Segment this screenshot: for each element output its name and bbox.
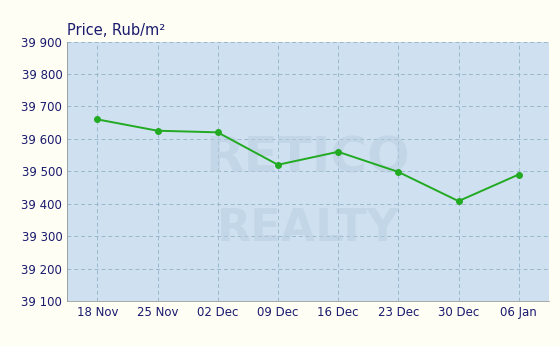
Text: Price, Rub/m²: Price, Rub/m² <box>67 22 165 38</box>
Text: RETICO: RETICO <box>206 134 410 182</box>
Text: REALTY: REALTY <box>217 207 399 250</box>
